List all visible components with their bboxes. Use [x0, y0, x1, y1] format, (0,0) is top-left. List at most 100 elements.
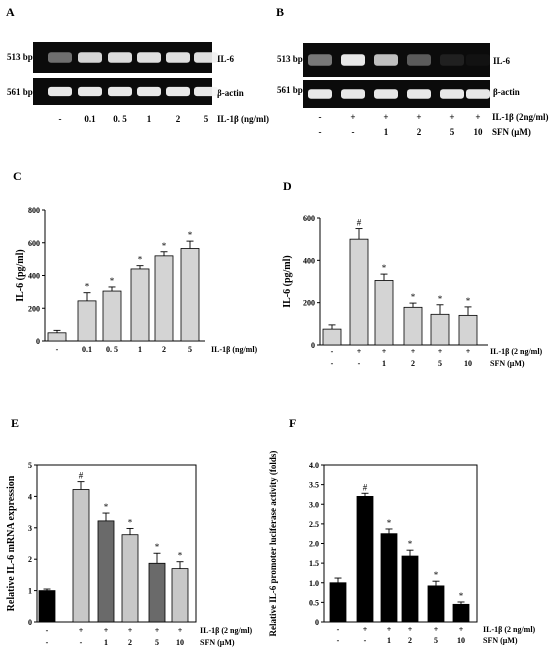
x-tick-label: +: [128, 626, 133, 635]
bar: [97, 520, 115, 623]
gel-band: [48, 86, 72, 97]
bar: [349, 238, 369, 346]
lane-sign: -: [319, 112, 322, 122]
gel-band: [194, 86, 218, 97]
x-tick-label: 10: [176, 638, 184, 647]
bar: [322, 328, 342, 346]
y-tick-label: 2.0: [309, 540, 319, 549]
y-tick-label: 0: [36, 337, 40, 346]
x-tick-label: +: [104, 626, 109, 635]
bar: [403, 306, 423, 346]
x-row-label: IL-1β (2 ng/ml): [490, 347, 543, 356]
condition-label: IL-1β (ng/ml): [217, 114, 269, 124]
y-axis-label: IL-6 (pg/ml): [282, 255, 293, 308]
y-tick-label: 400: [28, 272, 40, 281]
significance-marker: *: [411, 292, 416, 302]
x-tick-label: 2: [162, 345, 166, 354]
bar-chart-c: 0 200 400 600 800 IL-6 (pg/ml) * * * * * - 0.1 0. 5 1 2…: [15, 206, 258, 354]
lane-dose: -: [352, 127, 355, 137]
band-name-label: IL-6: [493, 56, 511, 66]
gel-band: [341, 54, 365, 66]
significance-marker: *: [178, 551, 183, 561]
gel-band: [48, 52, 72, 63]
gel-band: [440, 54, 464, 66]
bar: [180, 248, 200, 342]
lane-sign: +: [350, 112, 355, 122]
lane-label: 2: [176, 114, 181, 124]
x-tick-label: 5: [188, 345, 192, 354]
y-tick-label: 2: [28, 555, 32, 564]
y-tick-label: 0: [28, 618, 32, 627]
panel-letter-c: C: [13, 169, 22, 183]
lane-label: -: [59, 114, 62, 124]
band-name-label: IL-6: [217, 54, 235, 64]
x-tick-label: -: [80, 638, 83, 647]
gel-band: [166, 86, 190, 97]
x-tick-label: 1: [387, 636, 391, 645]
condition-label: IL-1β (2ng/ml): [492, 112, 549, 122]
bar: [47, 332, 67, 342]
y-tick-label: 1: [28, 587, 32, 596]
x-tick-label: 1: [104, 638, 108, 647]
significance-marker: *: [128, 517, 133, 527]
bar-chart-d: 0 200 400 600 IL-6 (pg/ml) # * * * * - + + + + + IL-1β (…: [282, 214, 543, 368]
lane-label: 0. 5: [113, 114, 127, 124]
x-tick-label: 0.1: [82, 345, 92, 354]
lane-label: 1: [147, 114, 152, 124]
gel-band: [308, 89, 332, 99]
y-axis-label: IL-6 (pg/ml): [15, 249, 26, 302]
y-tick-label: 0: [315, 618, 319, 627]
bar: [148, 562, 166, 623]
y-tick-label: 800: [28, 206, 40, 215]
x-tick-label: 1: [138, 345, 142, 354]
significance-marker: *: [382, 263, 387, 273]
x-tick-label: +: [155, 626, 160, 635]
significance-marker: *: [85, 282, 90, 292]
significance-marker: *: [459, 591, 464, 601]
y-axis-label: Relative IL-6 mRNA expression: [6, 475, 17, 611]
bar: [356, 495, 374, 623]
bar: [430, 313, 450, 346]
bar: [401, 555, 419, 623]
y-tick-label: 600: [28, 239, 40, 248]
x-tick-label: +: [387, 625, 392, 634]
bar: [102, 290, 122, 342]
x-row-label: IL-1β (2 ng/ml): [200, 626, 253, 635]
gel-band: [137, 86, 161, 97]
bar: [171, 568, 189, 623]
significance-marker: *: [138, 255, 143, 265]
gel-band: [374, 89, 398, 99]
y-tick-label: 400: [303, 256, 315, 265]
x-row-label: SFN (μM): [490, 359, 525, 368]
x-tick-label: 2: [408, 636, 412, 645]
lane-label: 5: [204, 114, 209, 124]
x-tick-label: +: [79, 626, 84, 635]
x-tick-label: +: [357, 347, 362, 356]
y-tick-label: 0: [311, 341, 315, 350]
plot-frame: [36, 464, 197, 623]
gel-panel-b: 513 bp 561 bp IL-6 β-actin - + + + + + I…: [277, 43, 549, 137]
condition-label: SFN (μM): [492, 127, 531, 137]
x-tick-label: -: [364, 636, 367, 645]
x-tick-label: 2: [128, 638, 132, 647]
significance-marker: *: [434, 570, 439, 580]
bar: [121, 534, 139, 623]
y-axis-label: Relative IL-6 promoter luciferase activi…: [268, 451, 278, 637]
y-tick-label: 3.5: [309, 481, 319, 490]
gel-band: [466, 54, 490, 66]
bar: [452, 603, 470, 623]
gel-band: [108, 86, 132, 97]
y-tick-label: 200: [303, 299, 315, 308]
significance-marker: *: [188, 230, 193, 240]
y-tick-label: 600: [303, 214, 315, 223]
x-tick-label: 5: [155, 638, 159, 647]
significance-marker: *: [104, 502, 109, 512]
y-tick-label: 0.5: [309, 598, 319, 607]
x-tick-label: 2: [411, 359, 415, 368]
band-size-label: 513 bp: [277, 54, 303, 64]
bar: [154, 255, 174, 342]
lane-dose: 1: [384, 127, 389, 137]
gel-band: [308, 54, 332, 66]
lane-label: 0.1: [84, 114, 96, 124]
